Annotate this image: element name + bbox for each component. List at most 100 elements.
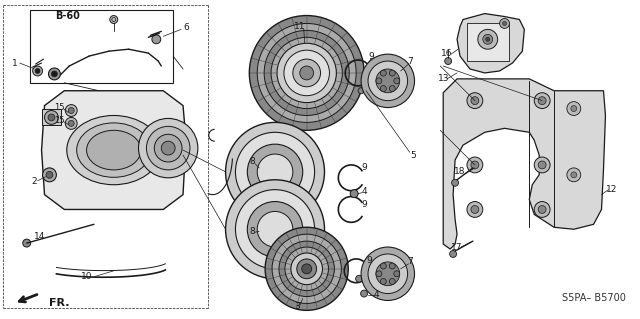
Circle shape xyxy=(452,179,458,186)
Circle shape xyxy=(380,263,387,269)
Text: 15: 15 xyxy=(54,116,65,125)
Circle shape xyxy=(394,78,400,84)
Circle shape xyxy=(376,271,382,277)
Circle shape xyxy=(68,108,74,114)
Ellipse shape xyxy=(77,123,151,177)
Ellipse shape xyxy=(67,115,161,185)
Text: 12: 12 xyxy=(605,185,617,194)
Circle shape xyxy=(138,118,198,178)
Circle shape xyxy=(271,37,342,108)
Circle shape xyxy=(65,117,77,129)
Circle shape xyxy=(376,78,382,84)
Circle shape xyxy=(285,247,328,291)
Circle shape xyxy=(247,144,303,200)
Circle shape xyxy=(154,134,182,162)
Circle shape xyxy=(297,259,317,279)
Circle shape xyxy=(23,239,31,247)
Polygon shape xyxy=(42,91,186,210)
Circle shape xyxy=(571,172,577,178)
Text: 9: 9 xyxy=(361,200,367,209)
Circle shape xyxy=(279,241,334,297)
Polygon shape xyxy=(42,108,61,125)
Circle shape xyxy=(35,69,40,73)
Circle shape xyxy=(368,254,408,293)
Circle shape xyxy=(450,250,456,257)
Text: 8: 8 xyxy=(250,158,255,167)
Text: 1: 1 xyxy=(12,59,18,68)
Text: 7: 7 xyxy=(408,56,413,66)
Circle shape xyxy=(380,85,387,92)
Circle shape xyxy=(534,157,550,173)
Circle shape xyxy=(389,278,396,285)
Circle shape xyxy=(350,190,358,197)
Circle shape xyxy=(389,263,396,269)
Circle shape xyxy=(376,69,400,93)
Circle shape xyxy=(257,24,356,122)
Circle shape xyxy=(284,50,330,96)
Circle shape xyxy=(500,19,509,28)
Text: 9: 9 xyxy=(361,163,367,172)
Text: 6: 6 xyxy=(183,23,189,32)
Text: 10: 10 xyxy=(81,272,93,281)
Circle shape xyxy=(389,70,396,76)
Circle shape xyxy=(301,264,312,274)
Circle shape xyxy=(571,106,577,112)
Circle shape xyxy=(356,275,363,282)
Circle shape xyxy=(534,93,550,108)
Text: 17: 17 xyxy=(451,242,463,252)
Circle shape xyxy=(49,68,60,80)
Text: 18: 18 xyxy=(454,167,466,176)
Circle shape xyxy=(502,21,506,26)
Circle shape xyxy=(225,180,324,279)
Text: 13: 13 xyxy=(438,74,449,83)
Circle shape xyxy=(534,202,550,217)
Circle shape xyxy=(68,120,74,126)
Circle shape xyxy=(45,110,58,124)
Circle shape xyxy=(65,105,77,116)
Circle shape xyxy=(467,93,483,108)
Text: 9: 9 xyxy=(368,52,374,61)
Circle shape xyxy=(277,43,337,103)
Polygon shape xyxy=(444,79,605,249)
Circle shape xyxy=(361,247,415,300)
Text: 11: 11 xyxy=(294,22,305,31)
Circle shape xyxy=(471,161,479,169)
Circle shape xyxy=(247,202,303,257)
Circle shape xyxy=(42,168,56,182)
Text: 15: 15 xyxy=(54,103,65,112)
Circle shape xyxy=(358,88,364,94)
Circle shape xyxy=(48,114,55,121)
Circle shape xyxy=(567,102,580,115)
Circle shape xyxy=(161,141,175,155)
Circle shape xyxy=(225,122,324,221)
Circle shape xyxy=(265,227,348,310)
Text: B-60: B-60 xyxy=(55,11,80,20)
Polygon shape xyxy=(457,14,524,73)
Text: 2: 2 xyxy=(32,177,37,186)
Circle shape xyxy=(300,66,314,80)
Circle shape xyxy=(272,234,341,303)
Circle shape xyxy=(471,205,479,213)
Polygon shape xyxy=(467,24,509,61)
Circle shape xyxy=(394,271,400,277)
Circle shape xyxy=(257,154,293,190)
Circle shape xyxy=(483,34,493,44)
Circle shape xyxy=(368,61,408,100)
Circle shape xyxy=(467,202,483,217)
Text: 4: 4 xyxy=(373,290,379,299)
Text: 4: 4 xyxy=(361,187,367,196)
Circle shape xyxy=(445,58,452,64)
Circle shape xyxy=(46,171,53,178)
Circle shape xyxy=(291,253,323,285)
Circle shape xyxy=(147,126,190,170)
Circle shape xyxy=(486,37,490,41)
Circle shape xyxy=(478,29,498,49)
Text: 9: 9 xyxy=(366,256,372,265)
Circle shape xyxy=(380,278,387,285)
Circle shape xyxy=(152,35,161,44)
Circle shape xyxy=(380,70,387,76)
Circle shape xyxy=(250,16,364,130)
Circle shape xyxy=(257,211,293,247)
Text: 16: 16 xyxy=(442,49,453,58)
Circle shape xyxy=(360,290,367,297)
